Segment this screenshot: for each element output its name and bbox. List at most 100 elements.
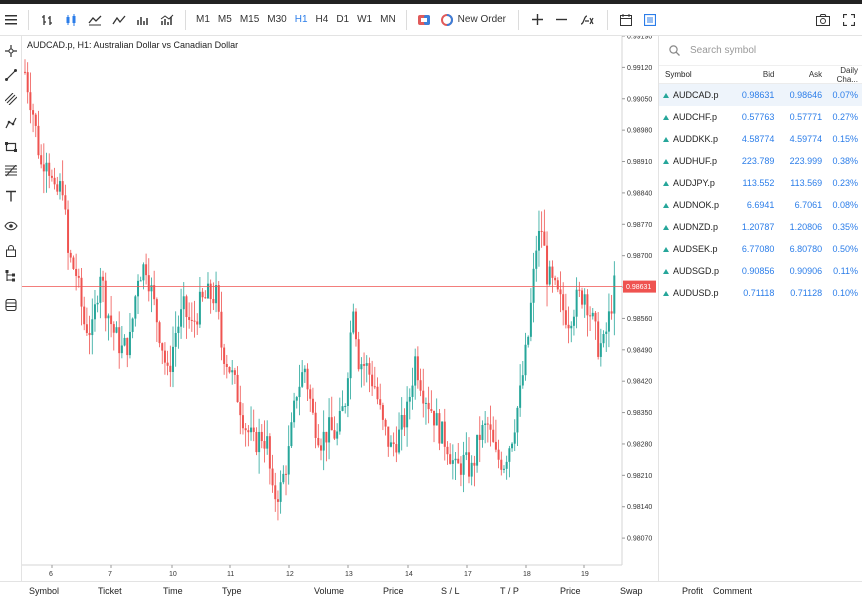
column-header-daily-change[interactable]: Daily Cha... bbox=[836, 65, 858, 84]
indicators-button[interactable] bbox=[155, 6, 179, 34]
zoom-out-button[interactable] bbox=[549, 6, 573, 34]
watchlist-row[interactable]: AUDJPY.p 113.552 113.569 0.23% bbox=[659, 172, 862, 194]
rectangle-tool[interactable] bbox=[0, 136, 22, 158]
area-chart-button[interactable] bbox=[83, 6, 107, 34]
watchlist-row[interactable]: AUDUSD.p 0.71118 0.71128 0.10% bbox=[659, 282, 862, 304]
candle-body bbox=[505, 461, 508, 469]
divider bbox=[405, 9, 407, 30]
trade-col-type[interactable]: Type bbox=[222, 586, 242, 596]
channel-tool[interactable] bbox=[0, 88, 22, 110]
up-arrow-icon bbox=[663, 114, 669, 120]
symbol-search[interactable] bbox=[659, 36, 862, 66]
trade-col-stop-loss[interactable]: S / L bbox=[441, 586, 460, 596]
trade-col-volume[interactable]: Volume bbox=[314, 586, 345, 596]
new-order-icon bbox=[440, 13, 453, 26]
time-tick-label: 14 bbox=[405, 571, 413, 578]
candle-body bbox=[578, 289, 581, 291]
trade-col-comment[interactable]: Comment bbox=[713, 586, 753, 596]
timeframe-h4[interactable]: H4 bbox=[315, 14, 329, 25]
trade-col-time[interactable]: Time bbox=[163, 586, 183, 596]
candle-body bbox=[411, 385, 414, 397]
watchlist-row[interactable]: AUDDKK.p 4.58774 4.59774 0.15% bbox=[659, 128, 862, 150]
fibonacci-tool[interactable] bbox=[0, 160, 22, 182]
watchlist-row[interactable]: AUDHUF.p 223.789 223.999 0.38% bbox=[659, 150, 862, 172]
one-click-trading-button[interactable] bbox=[413, 6, 435, 34]
templates-tool[interactable] bbox=[0, 294, 22, 316]
text-tool[interactable] bbox=[0, 185, 22, 207]
candle-body bbox=[406, 401, 409, 428]
crosshair-tool[interactable] bbox=[0, 40, 22, 62]
trade-col-current-price[interactable]: Price bbox=[560, 586, 581, 596]
candle-body bbox=[150, 285, 153, 292]
bid-price: 0.71118 bbox=[743, 288, 775, 298]
screenshot-button[interactable] bbox=[810, 6, 836, 34]
trade-col-price[interactable]: Price bbox=[383, 586, 404, 596]
watchlist-row[interactable]: AUDNOK.p 6.6941 6.7061 0.08% bbox=[659, 194, 862, 216]
candle-body bbox=[75, 268, 78, 276]
candle-body bbox=[559, 289, 562, 295]
candle-body bbox=[546, 245, 549, 285]
candle-body bbox=[500, 459, 503, 470]
trendline-tool[interactable] bbox=[0, 64, 22, 86]
timeframe-d1[interactable]: D1 bbox=[336, 14, 350, 25]
price-chart[interactable]: 0.99190 0.99120 0.99050 0.98980 0.98910 0.988… bbox=[22, 34, 657, 581]
watchlist-row[interactable]: AUDCHF.p 0.57763 0.57771 0.27% bbox=[659, 106, 862, 128]
search-input[interactable] bbox=[690, 45, 840, 56]
candle-body bbox=[276, 499, 279, 502]
lock-objects-tool[interactable] bbox=[0, 240, 22, 262]
candle-body bbox=[158, 322, 161, 344]
symbol-name: AUDSEK.p bbox=[673, 244, 718, 254]
zoom-in-button[interactable] bbox=[525, 6, 549, 34]
candle-body bbox=[83, 306, 86, 325]
volume-button[interactable] bbox=[131, 6, 155, 34]
indicator-add-button[interactable] bbox=[573, 6, 601, 34]
column-header-bid[interactable]: Bid bbox=[762, 70, 775, 79]
menu-button[interactable] bbox=[0, 6, 22, 34]
trade-col-ticket[interactable]: Ticket bbox=[98, 586, 122, 596]
trade-col-profit[interactable]: Profit bbox=[682, 586, 704, 596]
timeframe-m1[interactable]: M1 bbox=[196, 14, 210, 25]
daily-change: 0.07% bbox=[832, 90, 858, 100]
up-arrow-icon bbox=[663, 180, 669, 186]
watchlist-row[interactable]: AUDCAD.p 0.98631 0.98646 0.07% bbox=[659, 84, 862, 106]
polyline-tool[interactable] bbox=[0, 112, 22, 134]
fullscreen-button[interactable] bbox=[836, 6, 862, 34]
candle-body bbox=[217, 285, 220, 312]
line-chart-button[interactable] bbox=[107, 6, 131, 34]
watchlist-toggle-button[interactable] bbox=[638, 6, 662, 34]
column-header-ask[interactable]: Ask bbox=[808, 70, 823, 79]
calendar-button[interactable] bbox=[614, 6, 638, 34]
new-order-button[interactable]: New Order bbox=[435, 13, 512, 26]
trade-col-take-profit[interactable]: T / P bbox=[500, 586, 519, 596]
timeframe-mn[interactable]: MN bbox=[380, 14, 396, 25]
watchlist-symbol-cell: AUDDKK.p bbox=[659, 134, 727, 144]
timeframe-w1[interactable]: W1 bbox=[357, 14, 373, 25]
price-tick-label: 0.98980 bbox=[627, 128, 652, 135]
watchlist-row[interactable]: AUDSEK.p 6.77080 6.80780 0.50% bbox=[659, 238, 862, 260]
candle-body bbox=[85, 324, 88, 333]
timeframe-m5[interactable]: M5 bbox=[217, 14, 232, 25]
timeframe-m15[interactable]: M15 bbox=[239, 14, 260, 25]
candle-body bbox=[486, 423, 489, 425]
trade-col-symbol[interactable]: Symbol bbox=[29, 586, 60, 596]
candle-body bbox=[112, 324, 115, 333]
object-tree-tool[interactable] bbox=[0, 265, 22, 287]
trade-col-swap[interactable]: Swap bbox=[620, 586, 643, 596]
candle-body bbox=[419, 380, 422, 391]
show-objects-tool[interactable] bbox=[0, 215, 22, 237]
candlestick-chart[interactable]: 0.99190 0.99120 0.99050 0.98980 0.98910 0.988… bbox=[22, 34, 657, 581]
candles-button[interactable] bbox=[59, 6, 83, 34]
candle-body bbox=[126, 337, 129, 356]
watchlist-row[interactable]: AUDSGD.p 0.90856 0.90906 0.11% bbox=[659, 260, 862, 282]
timeframe-m30[interactable]: M30 bbox=[267, 14, 287, 25]
daily-change: 0.23% bbox=[832, 178, 858, 188]
candle-body bbox=[427, 402, 430, 410]
column-header-symbol[interactable]: Symbol bbox=[665, 70, 692, 79]
watchlist-row[interactable]: AUDNZD.p 1.20787 1.20806 0.35% bbox=[659, 216, 862, 238]
timeframe-h1[interactable]: H1 bbox=[294, 14, 308, 25]
ask-price: 223.999 bbox=[789, 156, 823, 166]
bar-chart-button[interactable] bbox=[35, 6, 59, 34]
bid-price: 0.98631 bbox=[741, 90, 775, 100]
candle-body bbox=[293, 400, 296, 423]
candle-body bbox=[147, 275, 150, 292]
